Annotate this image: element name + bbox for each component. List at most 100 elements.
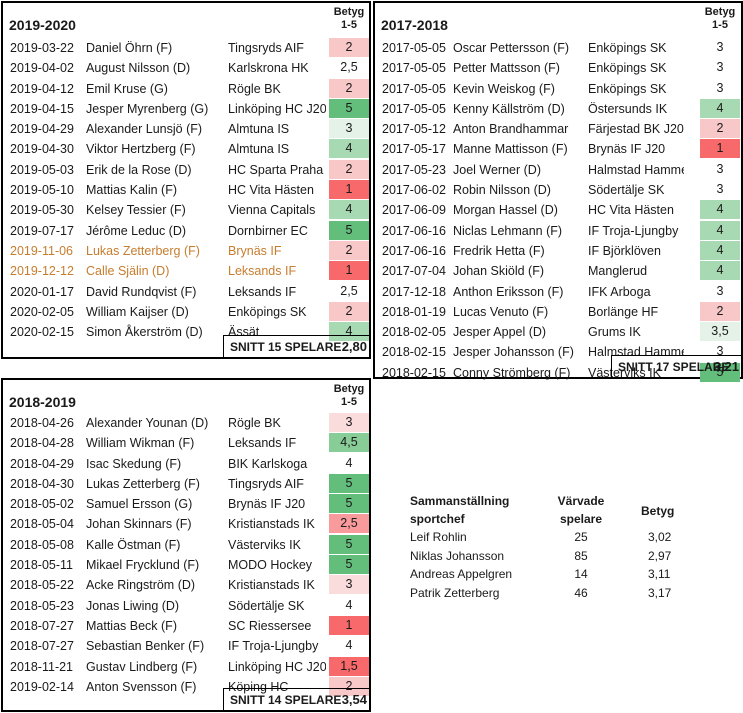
team-cell: Färjestad BK J20 (588, 122, 684, 137)
snitt-value: 2,80 (341, 339, 367, 354)
summary-name: Leif Rohlin (410, 530, 467, 544)
grade-cell: 3 (700, 281, 740, 301)
summary-header-name: Sammanställning sportchef (410, 494, 509, 526)
team-cell: Halmstad Hammers (588, 162, 684, 177)
date-cell: 2019-04-29 (10, 122, 74, 137)
summary-header-line: sportchef (410, 512, 465, 526)
table-row: 2018-07-27 Mattias Beck (F) SC Riessersee 1 (3, 615, 369, 636)
date-cell: 2018-07-27 (10, 618, 74, 633)
grade-cell: 1 (329, 615, 369, 635)
summary-header-grade: Betyg (641, 504, 675, 518)
player-cell: Jérôme Leduc (D) (86, 223, 187, 238)
table-row: 2019-02-14 Anton Svensson (F) Köping HC 2 (3, 676, 369, 697)
table-row: 2018-05-04 Johan Skinnars (F) Kristianstad… (3, 514, 369, 534)
date-cell: 2017-05-05 (382, 101, 446, 116)
date-cell: 2019-05-30 (10, 203, 74, 218)
team-cell: HC Sparta Praha (228, 162, 324, 177)
team-cell: Borlänge HF (588, 304, 659, 319)
date-cell: 2019-04-12 (10, 81, 74, 96)
table-row: 2020-01-17 David Rundqvist (F) Leksands IF… (3, 281, 369, 302)
grade-cell: 3,5 (700, 322, 740, 342)
team-cell: Kristianstads IK (228, 578, 315, 593)
date-cell: 2019-02-14 (10, 679, 74, 694)
table-row: 2019-03-22 Daniel Öhrn (F) Tingsryds AIF 2 (3, 38, 369, 58)
grade-cell: 4 (700, 240, 740, 260)
table-row: 2019-11-06 Lukas Zetterberg (F) Brynäs IF 2 (3, 240, 369, 261)
summary-grade: 3,17 (648, 585, 672, 600)
team-cell: Grums IK (588, 325, 641, 340)
summary-grade: 3,11 (648, 567, 671, 581)
team-cell: Enköpings SK (588, 81, 667, 96)
grade-cell: 5 (329, 534, 369, 554)
grade-cell: 2 (329, 676, 369, 696)
date-cell: 2018-05-08 (10, 537, 74, 552)
snitt-label: SNITT 14 SPELARE (230, 693, 342, 707)
table-row: 2018-01-19 Lucas Venuto (F) Borlänge HF 2 (375, 301, 741, 322)
betyg-header: Betyg 1-5 (329, 383, 369, 409)
player-cell: Kelsey Tessier (F) (86, 203, 186, 218)
team-cell: Tingsryds AIF (228, 41, 304, 55)
table-row: 2018-02-05 Jesper Appel (D) Grums IK 3,5 (375, 322, 741, 342)
team-cell: Vienna Capitals (228, 203, 316, 218)
player-cell: Anton Svensson (F) (86, 679, 197, 694)
table-row: 2017-05-12 Anton Brandhammar Färjestad BK … (375, 119, 741, 139)
team-cell: Brynäs IF J20 (588, 142, 666, 157)
table-row: 2019-05-30 Kelsey Tessier (F) Vienna Capit… (3, 200, 369, 220)
player-cell: Niclas Lehmann (F) (453, 223, 563, 238)
date-cell: 2017-12-18 (382, 284, 446, 299)
player-list: 2019-03-22 Daniel Öhrn (F) Tingsryds AIF 2 2… (3, 38, 369, 342)
date-cell: 2019-05-10 (10, 183, 74, 198)
snitt-label: SNITT 17 SPELARE (618, 360, 730, 374)
grade-cell: 4 (329, 139, 369, 159)
grade-cell: 2 (329, 240, 369, 260)
betyg-header: Betyg 1-5 (329, 6, 369, 32)
table-row: 2017-05-05 Oscar Pettersson (F) Enköpings … (375, 38, 741, 58)
table-row: 2018-05-02 Samuel Ersson (G) Brynäs IF J20… (3, 494, 369, 514)
table-row: 2019-07-17 Jérôme Leduc (D) Dornbirner EC 5 (3, 220, 369, 241)
grade-cell: 4 (700, 220, 740, 240)
table-row: 2017-05-17 Manne Mattisson (F) Brynäs IF J… (375, 139, 741, 159)
date-cell: 2018-04-26 (10, 416, 74, 430)
player-cell: Kenny Källström (D) (453, 101, 565, 116)
summary-name: Niklas Johansson (410, 548, 505, 563)
table-row: 2018-04-29 Isac Skedung (F) BIK Karlskoga 4 (3, 453, 369, 474)
date-cell: 2018-05-04 (10, 517, 74, 532)
team-cell: Södertälje SK (228, 598, 305, 613)
player-cell: Lukas Zetterberg (F) (86, 243, 200, 258)
date-cell: 2017-07-04 (382, 264, 446, 279)
table-row: 2017-06-16 Fredrik Hetta (F) IF Björklöven… (375, 240, 741, 261)
panel-2018-2019: 2018-2019 Betyg 1-5 2018-04-26 Alexander … (1, 378, 371, 712)
team-cell: Enköpings SK (228, 304, 307, 319)
table-row: 2019-05-10 Mattias Kalin (F) HC Vita Häste… (3, 180, 369, 200)
grade-cell: 5 (700, 362, 740, 382)
team-cell: Rögle BK (228, 416, 281, 430)
summary-count: 46 (574, 585, 588, 600)
table-row: 2019-04-29 Alexander Lunsjö (F) Almtuna IS… (3, 119, 369, 139)
team-cell: Almtuna IS (228, 142, 290, 157)
player-cell: Gustav Lindberg (F) (86, 659, 198, 674)
team-cell: Leksands IF (228, 284, 297, 299)
player-cell: Isac Skedung (F) (86, 456, 182, 471)
grade-cell: 2 (329, 159, 369, 179)
grade-cell: 3 (700, 180, 740, 200)
snitt-label: SNITT 15 SPELARE (230, 340, 342, 354)
summary-row: Patrik Zetterberg 46 3,17 (405, 584, 695, 602)
grade-cell: 5 (329, 555, 369, 575)
summary-header-line: Värvade (557, 494, 605, 508)
panel-2019-2020: 2019-2020 Betyg 1-5 2019-03-22 Daniel Öhr… (1, 1, 371, 359)
betyg-header: Betyg 1-5 (700, 6, 740, 32)
team-cell: Brynäs IF (228, 243, 282, 258)
grade-cell: 4 (329, 453, 369, 473)
grade-cell: 2 (700, 119, 740, 139)
grade-cell: 2 (700, 301, 740, 321)
summary-row: Andreas Appelgren 14 3,11 (405, 565, 695, 583)
betyg-scale: 1-5 (712, 19, 728, 31)
grade-cell: 2 (329, 301, 369, 321)
grade-cell: 1 (329, 180, 369, 200)
player-cell: Fredrik Hetta (F) (453, 243, 545, 258)
date-cell: 2017-05-05 (382, 61, 446, 76)
team-cell: HC Vita Hästen (228, 183, 314, 198)
player-cell: Simon Åkerström (D) (86, 325, 203, 340)
snitt-value: 3,21 (713, 359, 739, 374)
player-cell: Jonas Liwing (D) (86, 598, 180, 613)
